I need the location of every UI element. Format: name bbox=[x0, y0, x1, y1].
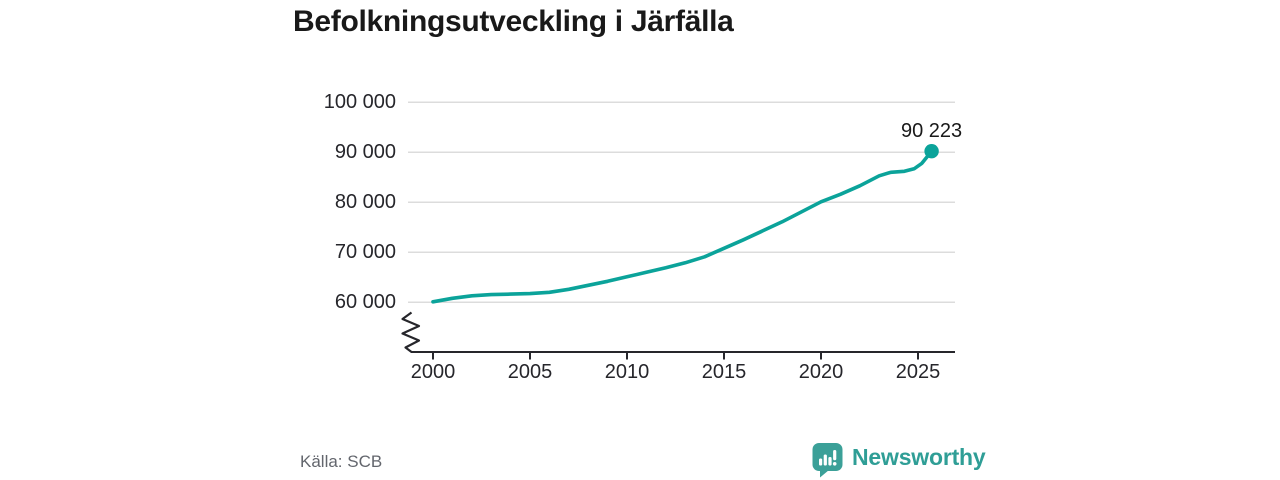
y-axis-tick-label: 70 000 bbox=[334, 241, 396, 264]
source-label: Källa: SCB bbox=[300, 452, 383, 471]
x-axis-tick-label: 2020 bbox=[798, 361, 844, 383]
y-axis-tick-label: 90 000 bbox=[334, 141, 396, 164]
x-axis-tick-label: 2025 bbox=[895, 361, 941, 383]
y-axis-tick-label: 80 000 bbox=[334, 191, 396, 214]
newsworthy-brand-name: Newsworthy bbox=[852, 444, 986, 470]
gridlines bbox=[408, 101, 955, 304]
last-point-marker bbox=[924, 144, 939, 159]
newsworthy-brand: Newsworthy bbox=[811, 442, 986, 478]
population-series-line bbox=[431, 149, 934, 304]
x-axis-tick-label: 2005 bbox=[507, 361, 553, 383]
x-axis-tick-label: 2010 bbox=[604, 361, 650, 383]
y-axis-break-icon bbox=[401, 311, 421, 353]
x-axis-ticks bbox=[432, 352, 919, 360]
x-axis-tick-label: 2000 bbox=[410, 361, 456, 383]
newsworthy-logo-icon bbox=[812, 443, 843, 478]
y-axis-tick-label: 100 000 bbox=[323, 91, 396, 114]
chart-title: Befolkningsutveckling i Järfälla bbox=[293, 5, 734, 38]
last-value-label: 90 223 bbox=[900, 120, 963, 143]
y-axis-tick-label: 60 000 bbox=[334, 291, 396, 314]
x-axis-tick-label: 2015 bbox=[701, 361, 747, 383]
